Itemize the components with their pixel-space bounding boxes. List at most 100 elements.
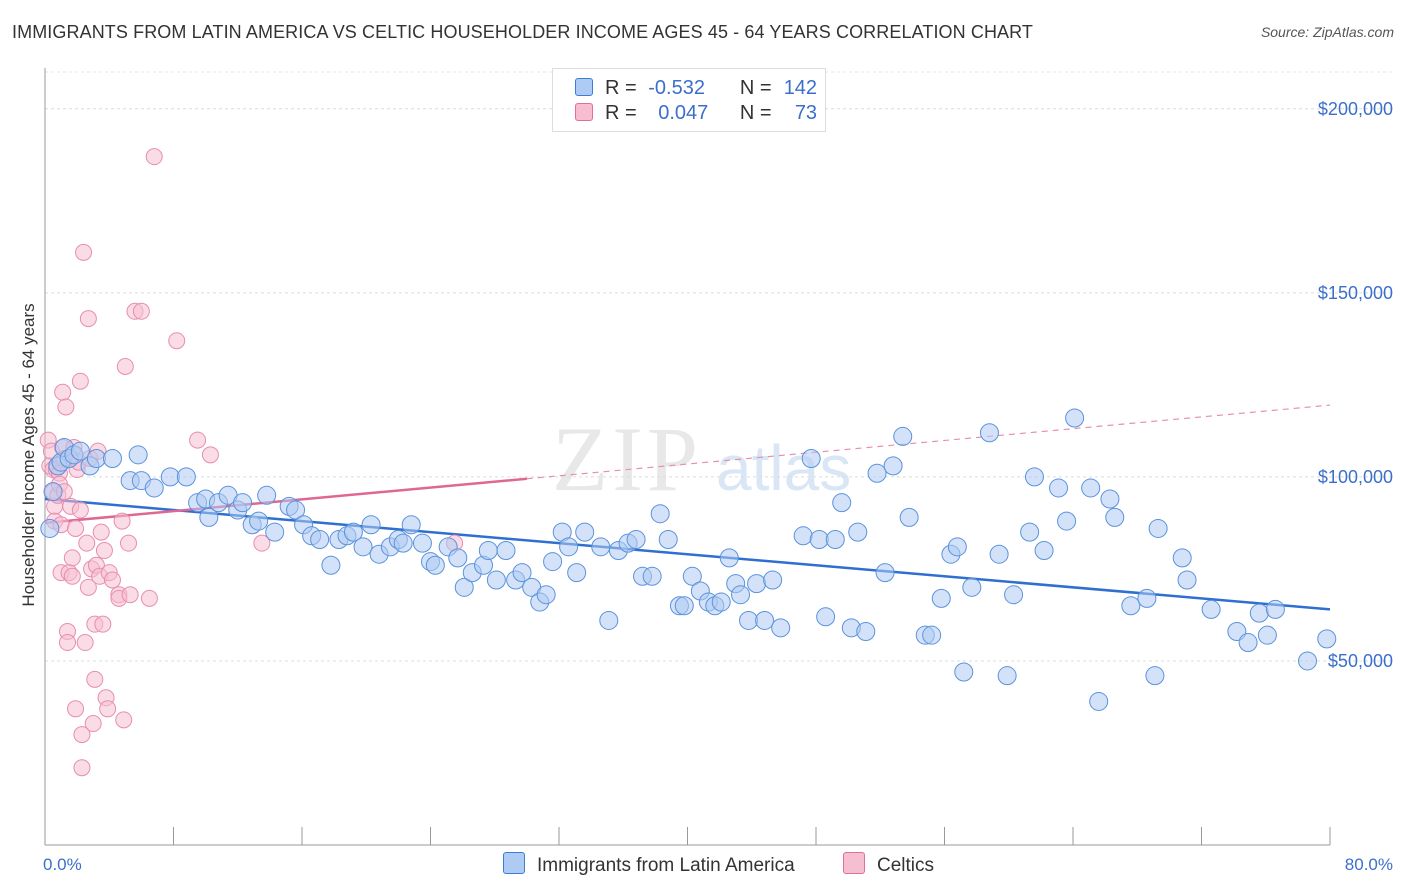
y-tick-label: $200,000 — [1318, 99, 1393, 119]
latin-america-point — [1089, 691, 1109, 711]
celtics-point — [132, 302, 150, 320]
latin-america-point — [825, 529, 845, 549]
latin-america-point — [1249, 603, 1269, 623]
latin-america-point — [801, 449, 821, 468]
latin-america-point — [642, 566, 662, 586]
latin-america-point — [543, 552, 563, 572]
celtics-point — [120, 534, 138, 552]
celtics-point — [253, 534, 271, 552]
latin-america-point — [954, 662, 974, 682]
latin-america-point — [1049, 478, 1069, 498]
latin-america-point — [1057, 511, 1077, 531]
legend-r-value: -0.532 — [648, 77, 705, 99]
latin-america-point — [848, 522, 868, 542]
legend-n-label: N = — [739, 77, 772, 99]
latin-america-point — [257, 485, 277, 505]
source-label: Source: ZipAtlas.com — [1260, 24, 1394, 40]
celtics-point — [73, 759, 91, 777]
celtics-point — [201, 446, 219, 464]
latin-america-point — [512, 563, 532, 583]
latin-america-point — [626, 529, 646, 549]
series-swatch-blue — [503, 852, 525, 874]
latin-america-point — [816, 607, 836, 627]
latin-america-point — [739, 610, 759, 630]
latin-america-point — [719, 548, 739, 568]
chart-title: IMMIGRANTS FROM LATIN AMERICA VS CELTIC … — [12, 22, 1034, 42]
latin-america-point — [1145, 666, 1165, 686]
latin-america-point — [425, 555, 445, 575]
celtics-trend-extension — [526, 404, 1331, 480]
celtics-point — [76, 634, 94, 652]
latin-america-point — [1065, 408, 1085, 428]
celtics-point — [113, 512, 131, 530]
latin-america-point — [144, 478, 164, 498]
y-tick-label: $150,000 — [1318, 283, 1393, 303]
celtics-point — [73, 726, 91, 744]
latin-america-point — [979, 423, 999, 443]
y-tick-labels: $50,000 $100,000 $150,000 $200,000 — [1318, 99, 1393, 671]
latin-america-point — [711, 592, 731, 612]
latin-america-point — [962, 577, 982, 597]
celtics-point — [99, 700, 117, 718]
latin-america-point — [199, 507, 219, 527]
celtics-point — [121, 586, 139, 604]
celtics-point — [57, 398, 75, 416]
legend-row-latin-america: R = -0.532 N = 142 — [575, 77, 817, 101]
stats-legend: R = -0.532 N = 142 R = 0.047 N = 73 — [552, 68, 826, 132]
celtics-point — [67, 519, 85, 537]
celtics-point — [67, 700, 85, 718]
series-swatch-pink — [843, 852, 865, 874]
celtics-point — [115, 711, 133, 729]
celtics-point — [86, 670, 104, 688]
latin-america-point — [1172, 548, 1192, 568]
latin-america-point — [599, 610, 619, 630]
celtics-point — [75, 243, 93, 261]
celtics-point — [168, 332, 186, 350]
latin-america-point — [361, 515, 381, 535]
latin-america-point — [353, 537, 373, 557]
y-tick-label: $50,000 — [1328, 651, 1393, 671]
latin-america-point — [1148, 518, 1168, 538]
celtics-point — [189, 431, 207, 449]
latin-america-point — [393, 533, 413, 553]
celtics-point — [79, 578, 97, 596]
latin-america-point — [1121, 596, 1141, 616]
latin-america-point — [1317, 629, 1337, 649]
latin-america-point — [496, 541, 516, 561]
celtics-point — [63, 567, 81, 585]
latin-america-point — [1265, 599, 1285, 619]
latin-america-point — [1257, 625, 1277, 645]
latin-america-point — [265, 522, 285, 542]
latin-america-point — [1137, 588, 1157, 608]
celtics-point — [58, 634, 76, 652]
series-legend: Immigrants from Latin America Celtics — [0, 852, 1406, 878]
latin-america-point — [747, 574, 767, 594]
celtics-point — [71, 501, 89, 519]
celtics-point — [140, 589, 158, 607]
latin-america-point — [763, 570, 783, 590]
latin-america-point — [233, 493, 253, 513]
series-legend-celtics: Celtics — [843, 852, 934, 877]
latin-america-point — [176, 467, 196, 487]
latin-america-point — [1034, 541, 1054, 561]
celtics-point — [95, 542, 113, 560]
series-label: Immigrants from Latin America — [537, 855, 795, 876]
legend-n-value: 142 — [783, 77, 818, 99]
latin-america-point — [1024, 467, 1044, 487]
latin-america-point — [658, 529, 678, 549]
latin-america-point — [899, 507, 919, 527]
legend-swatch-blue — [575, 78, 593, 96]
latin-america-point — [70, 441, 90, 461]
latin-america-point — [867, 463, 887, 483]
series-legend-latin-america: Immigrants from Latin America — [503, 852, 795, 877]
celtics-point — [78, 534, 96, 552]
latin-america-point — [128, 445, 148, 465]
latin-america-point — [832, 493, 852, 513]
watermark-zip-text: ZIP — [552, 408, 702, 510]
x-tick-label-max: 80.0% — [1345, 855, 1393, 874]
latin-america-point — [321, 555, 341, 575]
latin-america-point — [1177, 570, 1197, 590]
latin-america-point — [448, 548, 468, 568]
latin-america-point — [947, 537, 967, 557]
